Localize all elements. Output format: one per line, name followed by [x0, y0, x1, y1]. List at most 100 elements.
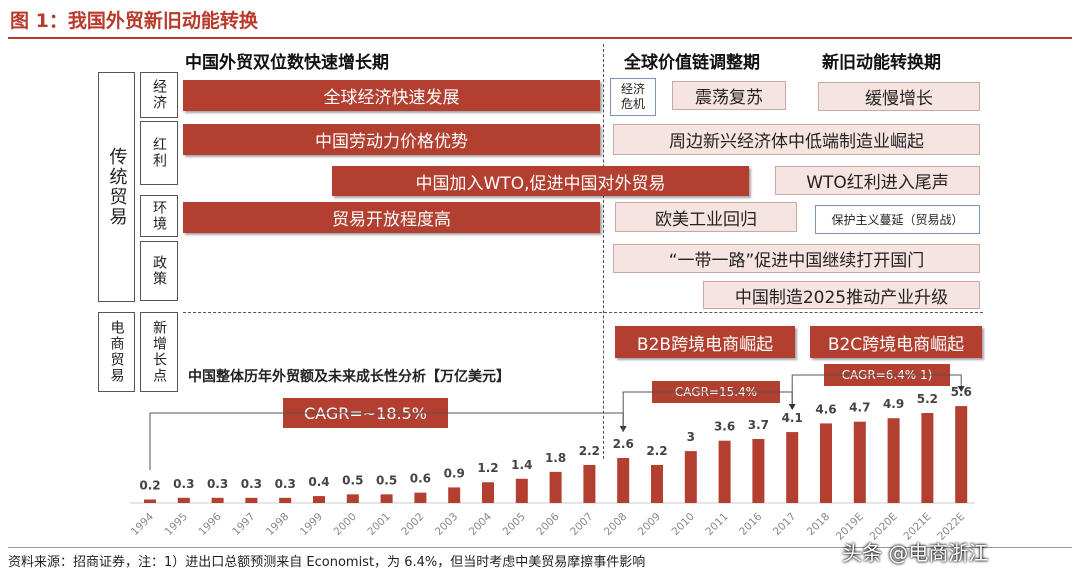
bar-2021E — [921, 413, 934, 503]
title-rule — [8, 37, 1072, 39]
period-divider — [603, 44, 604, 459]
value-label-2009: 2.2 — [646, 444, 667, 458]
chart-value-labels: 0.2 0.3 0.3 0.3 0.3 0.4 0.5 0.5 0.6 0.9 1.2 1.4 1.8 2… — [139, 385, 971, 492]
period-header-1: 中国外贸双位数快速增长期 — [185, 53, 389, 73]
x-tick-1998: 1998 — [264, 511, 291, 538]
cagr-arrow-3 — [957, 386, 965, 392]
footer-rule — [8, 547, 1072, 548]
bar-belt-and-road: “一带一路”促进中国继续打开国门 — [613, 244, 980, 273]
x-tick-2009: 2009 — [636, 511, 663, 538]
value-label-1996: 0.3 — [207, 477, 228, 491]
growth-point-label: 新增长点 — [140, 312, 178, 392]
bar-oscillating-recovery: 震荡复苏 — [672, 81, 786, 110]
bar-2017 — [786, 432, 799, 503]
x-tick-1995: 1995 — [163, 511, 190, 538]
value-label-2006: 1.8 — [545, 451, 566, 465]
chart-title: 中国整体历年外贸额及未来成长性分析【万亿美元】 — [188, 369, 510, 385]
dividend-label: 红利 — [140, 121, 178, 185]
traditional-trade-label: 传统贸易 — [98, 72, 135, 302]
x-tick-1994: 1994 — [129, 510, 157, 538]
policy-label: 政策 — [140, 241, 178, 301]
value-label-2011: 3.6 — [714, 420, 735, 434]
x-tick-2000: 2000 — [332, 511, 359, 538]
cagr-arrow-2 — [788, 404, 796, 410]
bar-2022E — [955, 406, 968, 503]
x-tick-2011: 2011 — [703, 511, 730, 538]
bar-1997 — [245, 497, 258, 503]
figure-title: 图 1：我国外贸新旧动能转换 — [10, 10, 258, 32]
x-tick-2016: 2016 — [737, 510, 765, 538]
period-header-3: 新旧动能转换期 — [822, 53, 941, 73]
bar-labor-advantage: 中国劳动力价格优势 — [183, 124, 600, 155]
value-label-1998: 0.3 — [275, 477, 296, 491]
cagr-brackets — [149, 374, 965, 470]
watermark: 头条 @电商浙江 — [842, 541, 989, 565]
bar-b2b-rise: B2B跨境电商崛起 — [615, 326, 795, 358]
bar-wto-join: 中国加入WTO,促进中国对外贸易 — [332, 166, 749, 196]
chart-bars — [130, 406, 975, 504]
bar-b2c-rise: B2C跨境电商崛起 — [810, 326, 982, 358]
environment-label: 环境 — [140, 195, 178, 237]
value-label-2000: 0.5 — [342, 473, 363, 487]
bar-2001 — [380, 494, 393, 503]
bar-2002 — [414, 492, 427, 503]
bar-1994 — [144, 499, 156, 503]
x-tick-1999: 1999 — [298, 511, 325, 538]
value-label-2003: 0.9 — [444, 466, 465, 480]
x-tick-2017: 2017 — [771, 511, 798, 538]
bar-slow-growth: 缓慢增长 — [818, 82, 980, 111]
box-economic-crisis: 经济 危机 — [610, 78, 656, 116]
x-tick-2008: 2008 — [602, 511, 629, 538]
value-label-1995: 0.3 — [173, 477, 194, 491]
bar-2009 — [651, 464, 663, 503]
value-label-2022E: 5.6 — [951, 385, 972, 399]
bar-2016 — [752, 438, 765, 503]
bar-global-economy: 全球经济快速发展 — [183, 80, 600, 111]
value-label-2001: 0.5 — [376, 473, 397, 487]
value-label-2016: 3.7 — [748, 418, 769, 432]
bar-1999 — [313, 496, 325, 503]
value-label-2007: 2.2 — [579, 444, 600, 458]
value-label-2019E: 4.7 — [849, 401, 870, 415]
bar-emerging-economies: 周边新兴经济体中低端制造业崛起 — [613, 124, 980, 155]
bar-2020E — [887, 418, 900, 503]
x-tick-2006: 2006 — [534, 510, 562, 538]
bar-2007 — [583, 464, 596, 503]
ecommerce-trade-label: 电商贸易 — [98, 312, 135, 392]
x-tick-2001: 2001 — [365, 511, 392, 538]
x-tick-2005: 2005 — [501, 511, 528, 538]
x-tick-2010: 2010 — [670, 511, 697, 538]
x-tick-2002: 2002 — [399, 511, 426, 538]
bar-reshoring: 欧美工业回归 — [615, 202, 797, 232]
value-label-2005: 1.4 — [511, 458, 532, 472]
bar-2006 — [549, 471, 562, 503]
value-label-2020E: 4.9 — [883, 397, 904, 411]
crisis-line2: 危机 — [620, 97, 645, 111]
value-label-2002: 0.6 — [410, 472, 431, 486]
bar-2010 — [684, 451, 697, 503]
x-tick-2018: 2018 — [805, 511, 832, 538]
bar-wto-ending: WTO红利进入尾声 — [775, 166, 980, 195]
bar-2005 — [515, 478, 528, 503]
value-label-2018: 4.6 — [815, 402, 836, 416]
bar-2008 — [617, 458, 630, 503]
value-label-2021E: 5.2 — [917, 392, 938, 406]
section-divider — [183, 312, 983, 313]
bar-2019E — [853, 421, 866, 503]
value-label-2010: 3 — [687, 430, 695, 444]
bar-trade-openness: 贸易开放程度高 — [183, 202, 600, 233]
x-tick-2004: 2004 — [467, 510, 495, 538]
bar-2003 — [448, 487, 461, 503]
source-note: 资料来源：招商证券，注：1）进出口总额预测来自 Economist，为 6.4%… — [8, 555, 646, 570]
x-tick-1997: 1997 — [230, 511, 257, 538]
box-protectionism: 保护主义蔓延（贸易战） — [815, 205, 980, 234]
period-header-2: 全球价值链调整期 — [624, 53, 760, 73]
bar-1996 — [211, 497, 224, 503]
bar-2018 — [820, 423, 832, 503]
value-label-1997: 0.3 — [241, 477, 262, 491]
bar-2011 — [718, 440, 731, 503]
x-tick-2003: 2003 — [433, 511, 460, 538]
bar-2000 — [346, 494, 359, 503]
value-label-2008: 2.6 — [613, 437, 634, 451]
